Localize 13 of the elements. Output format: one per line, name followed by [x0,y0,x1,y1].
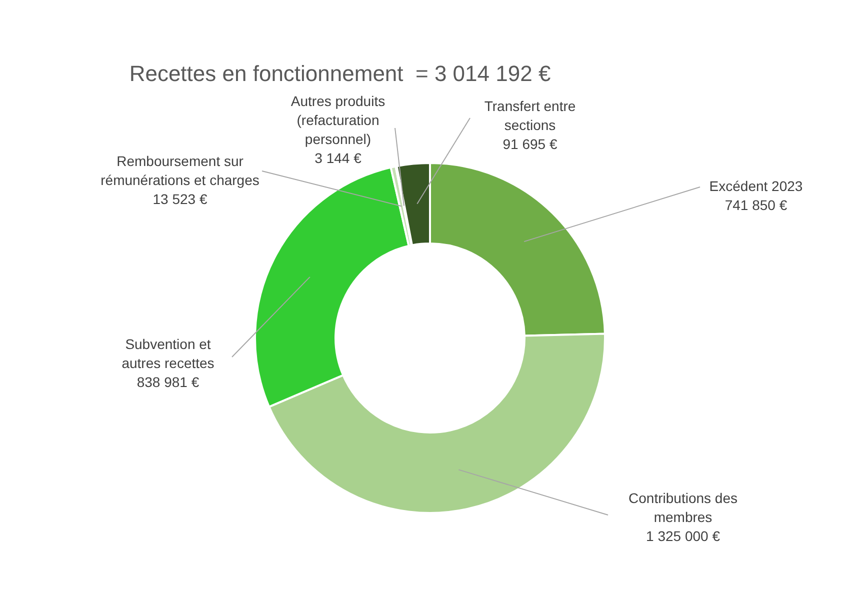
data-label: 91 695 € [502,136,558,152]
data-label: 13 523 € [152,190,208,207]
slice-label: Transfert entre sections [484,98,576,133]
chart-title: Recettes en fonctionnement = 3 014 192 € [129,61,551,86]
data-label: 1 325 000 € [646,528,720,544]
data-label: 741 850 € [724,196,788,213]
data-label: 838 981 € [136,374,200,390]
slice-label: Autres produits (refacturation personnel) [290,92,386,147]
slice-label: Contributions des membres [628,490,738,525]
slice-label: Subvention et autres recettes [122,336,214,371]
slice-label: Excédent 2023 [709,178,803,194]
data-label: 3 144 € [314,150,362,166]
slice-label: Remboursement sur rémunérations et charges [100,152,260,188]
